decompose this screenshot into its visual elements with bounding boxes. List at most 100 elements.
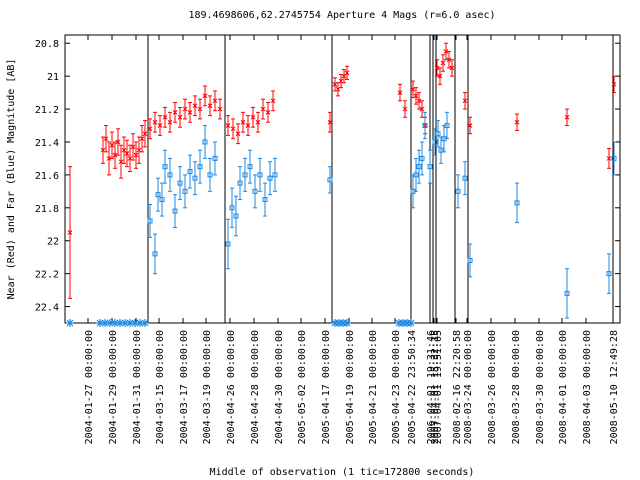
point [109,142,115,148]
y-tick-label: 21 [47,72,59,83]
point [467,123,473,128]
x-tick-label: 2008-04-03 00:00:00 [582,330,593,444]
point [444,123,450,129]
x-tick-label: 2004-01-29 00:00:00 [108,330,119,444]
x-tick-label: 2008-03-30 00:00:00 [535,330,546,444]
point [202,93,208,99]
point [159,197,165,203]
point [197,106,203,112]
x-tick-label: 2005-04-17 00:00:00 [321,330,332,444]
point [162,114,168,120]
point [242,172,248,178]
x-tick-label: 2008-03-26 00:00:00 [487,330,498,444]
x-tick-label: 2005-04-21 00:00:00 [368,330,379,444]
point [225,241,231,247]
point [230,126,236,132]
x-tick-label: 2008-03-28 00:00:00 [511,330,522,444]
x-tick-label: 2004-03-17 00:00:00 [179,330,190,444]
point [564,290,570,296]
point [147,218,153,224]
point [245,123,251,128]
x-tick-label: 2008-04-01 00:00:00 [558,330,569,444]
point [467,257,473,263]
point [344,70,350,76]
point [265,109,271,115]
point [157,123,163,128]
y-tick-label: 20.8 [35,39,59,50]
x-tick-label: 2004-01-31 00:00:00 [132,330,143,444]
point [611,155,617,161]
point [212,98,218,104]
point [197,164,203,170]
point [252,188,258,194]
point [267,175,273,181]
lower-marker [101,319,109,327]
x-tick-label: 2004-04-26 00:00:00 [226,330,237,444]
point [446,57,452,63]
x-tick-label: 2006-04-01 19:31:46 [426,330,437,444]
point [167,172,173,178]
point [152,119,158,125]
point [187,109,193,115]
y-tick-label: 22.2 [35,270,59,281]
point [327,119,333,125]
point [167,119,173,125]
point [172,109,178,115]
point [177,114,183,120]
point [217,106,223,112]
lower-marker [66,319,74,327]
point [422,123,428,129]
lower-marker [106,319,114,327]
y-tick-label: 22 [47,237,59,248]
point [192,103,198,109]
point [440,60,446,66]
point [106,156,112,161]
lower-marker [141,319,149,327]
lower-marker [136,319,144,327]
point [142,131,148,137]
point [130,144,136,150]
point [229,205,235,211]
point [67,230,73,235]
x-tick-label: 2004-03-19 00:00:00 [202,330,213,444]
y-axis-label: Near (Red) and Far (Blue) Magnitude [AB] [6,59,17,300]
point [437,73,443,79]
point [413,93,419,99]
point [147,126,153,132]
point [606,156,612,161]
x-axis-label: Middle of observation (1 tic=172800 seco… [210,467,475,478]
lower-marker [111,319,119,327]
x-tick-label: 2005-04-19 00:00:00 [345,330,356,444]
point [207,103,213,109]
y-tick-label: 21.4 [35,138,59,149]
lower-marker [131,319,139,327]
point [139,136,145,142]
point [438,147,444,153]
y-tick-label: 22.4 [35,303,59,314]
point [272,172,278,178]
point [397,90,403,95]
lower-marker [121,319,129,327]
y-tick-label: 21.6 [35,171,59,182]
x-tick-label: 2005-04-23 00:00:00 [391,330,402,444]
point [413,172,419,178]
point [262,197,268,203]
chart-title: 189.4698606,62.2745754 Aperture 4 Mags (… [188,10,495,21]
point [455,188,461,194]
point [233,213,239,219]
point [514,200,520,206]
point [103,136,109,142]
point [435,131,441,137]
point [255,119,261,125]
point [564,114,570,120]
point [112,152,118,158]
point [419,155,425,161]
point [419,106,425,112]
point [207,172,213,178]
point [514,119,520,125]
point [162,164,168,170]
point [260,106,266,112]
point [182,106,188,112]
point [225,123,231,128]
